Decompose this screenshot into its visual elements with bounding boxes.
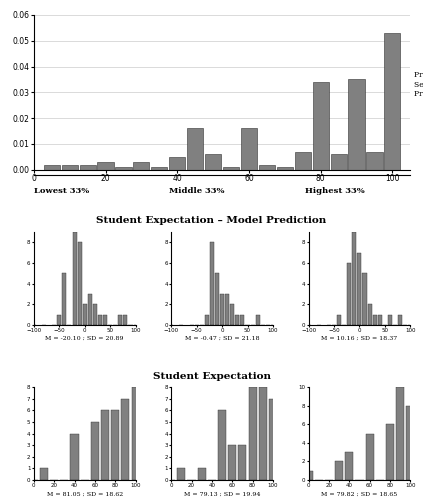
Bar (215, 274, 219, 325)
Text: Middle 33%: Middle 33% (169, 187, 225, 195)
Bar (93, 304, 97, 325)
Bar (255, 314, 260, 325)
Text: Lowest 33%: Lowest 33% (34, 187, 89, 195)
Bar (210, 242, 214, 325)
Bar (198, 468, 206, 480)
X-axis label: M = -0.47 ; SD = 21.18: M = -0.47 ; SD = 21.18 (185, 336, 259, 341)
Bar (357, 252, 362, 325)
Bar (352, 232, 357, 325)
Bar (88, 294, 92, 325)
Bar (169, 157, 185, 170)
Bar (133, 162, 149, 170)
Bar (80, 164, 96, 170)
Bar (103, 314, 107, 325)
Bar (366, 152, 382, 170)
Bar (225, 294, 229, 325)
Bar (238, 445, 247, 480)
Bar (121, 399, 129, 480)
Bar (132, 387, 140, 480)
Bar (118, 314, 122, 325)
Bar (62, 164, 78, 170)
Bar (295, 152, 311, 170)
Bar (363, 274, 367, 325)
Bar (396, 387, 404, 480)
Text: Student Expectation – Model Prediction: Student Expectation – Model Prediction (96, 216, 327, 224)
Bar (71, 434, 79, 480)
Bar (111, 410, 119, 480)
Bar (373, 314, 377, 325)
Text: Student Expectation: Student Expectation (153, 372, 270, 380)
Bar (259, 164, 275, 170)
Bar (177, 468, 185, 480)
Bar (57, 314, 61, 325)
Bar (378, 314, 382, 325)
Bar (228, 445, 236, 480)
Text: Highest 33%: Highest 33% (305, 187, 364, 195)
Bar (249, 387, 257, 480)
Bar (82, 304, 87, 325)
X-axis label: M = 79.82 ; SD = 18.65: M = 79.82 ; SD = 18.65 (321, 491, 398, 496)
Bar (40, 468, 48, 480)
Bar (230, 304, 234, 325)
Bar (223, 167, 239, 170)
Bar (337, 314, 341, 325)
Bar (406, 406, 415, 480)
Bar (330, 154, 347, 170)
Bar (72, 232, 77, 325)
Bar (368, 304, 372, 325)
X-axis label: M = 79.13 ; SD = 19.94: M = 79.13 ; SD = 19.94 (184, 491, 260, 496)
Bar (187, 128, 203, 170)
Bar (218, 410, 226, 480)
Bar (313, 82, 329, 170)
Bar (44, 164, 60, 170)
Bar (388, 314, 392, 325)
Bar (347, 263, 351, 325)
X-axis label: M = 81.05 ; SD = 18.62: M = 81.05 ; SD = 18.62 (47, 491, 123, 496)
Bar (398, 314, 402, 325)
Bar (386, 424, 394, 480)
Bar (235, 314, 239, 325)
Bar (151, 167, 168, 170)
Bar (385, 33, 401, 170)
Bar (115, 167, 132, 170)
Bar (98, 314, 102, 325)
Bar (349, 80, 365, 170)
Bar (205, 314, 209, 325)
Bar (335, 462, 343, 480)
X-axis label: M = 10.16 ; SD = 18.37: M = 10.16 ; SD = 18.37 (321, 336, 398, 341)
X-axis label: M = -20.10 ; SD = 20.89: M = -20.10 ; SD = 20.89 (45, 336, 124, 341)
Bar (277, 167, 293, 170)
Bar (62, 274, 66, 325)
Bar (101, 410, 109, 480)
Bar (269, 399, 277, 480)
Bar (241, 128, 257, 170)
Text: Prevalence of Self-
Serving-Bias by
Prediction Groups: Prevalence of Self- Serving-Bias by Pred… (414, 72, 423, 98)
Bar (365, 434, 374, 480)
Bar (259, 387, 267, 480)
Bar (220, 294, 224, 325)
Bar (77, 242, 82, 325)
Bar (91, 422, 99, 480)
Bar (124, 314, 127, 325)
Bar (205, 154, 221, 170)
Bar (97, 162, 114, 170)
Bar (305, 470, 313, 480)
Bar (345, 452, 353, 480)
Bar (240, 314, 244, 325)
